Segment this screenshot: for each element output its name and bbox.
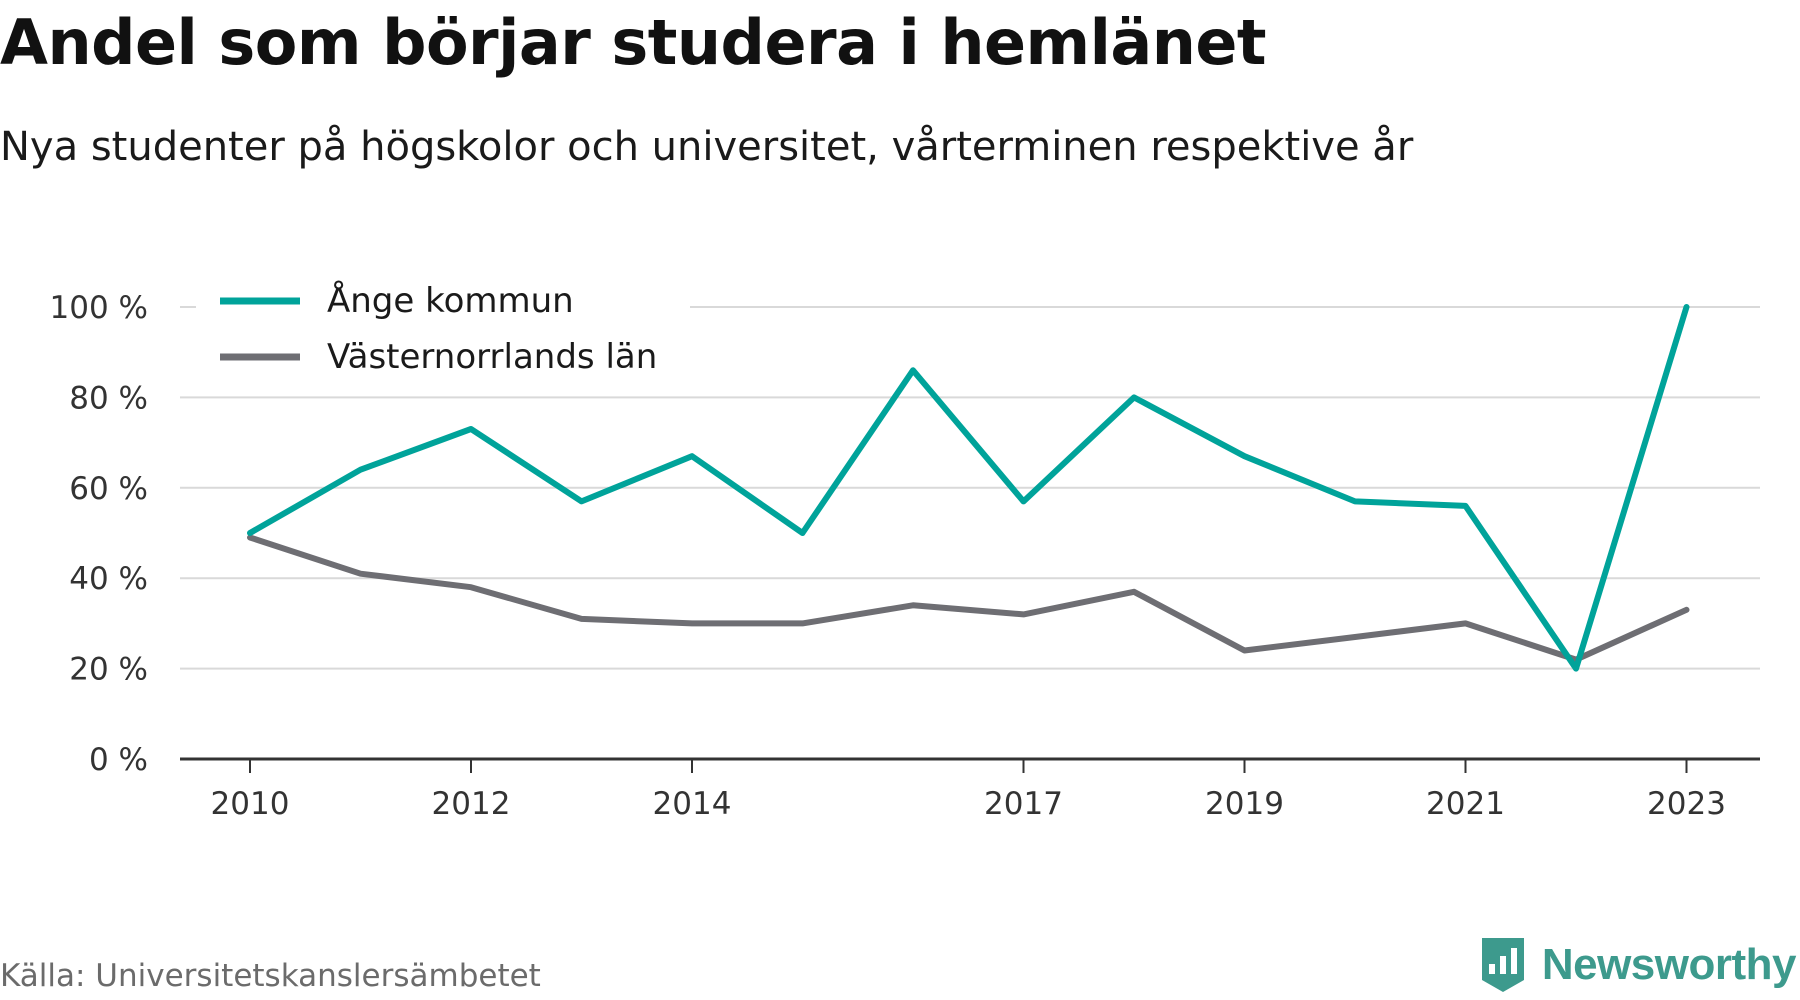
source-note: Källa: Universitetskanslersämbetet (0, 958, 541, 994)
y-tick-label: 80 % (69, 380, 148, 416)
x-tick-label: 2021 (1426, 786, 1505, 822)
x-tick-label: 2014 (653, 786, 732, 822)
y-tick-label: 20 % (69, 652, 148, 688)
series-lines (247, 304, 1690, 672)
legend: Ånge kommun Västernorrlands län (196, 262, 690, 390)
y-axis-tick-labels: 0 % 20 % 40 % 60 % 80 % 100 % (50, 290, 148, 778)
newsworthy-logo-icon (1481, 938, 1524, 992)
x-tick-label: 2023 (1647, 786, 1726, 822)
legend-background (196, 262, 690, 390)
x-tick-label: 2019 (1205, 786, 1284, 822)
x-tick-label: 2012 (432, 786, 511, 822)
series-line-vasternorrlands-lan (247, 534, 1690, 663)
series-line-ange-kommun (247, 304, 1690, 672)
x-tick-label: 2010 (211, 786, 290, 822)
line-chart: 0 %20 %40 %60 %80 %100 % 2010 2012 2014 201… (49, 262, 1760, 822)
x-tick-label: 2017 (984, 786, 1063, 822)
legend-label: Ånge kommun (327, 280, 574, 321)
brand-logo: Newsworthy (1478, 936, 1797, 994)
y-tick-label: 0 % (89, 742, 148, 778)
brand-name: Newsworthy (1541, 940, 1797, 989)
y-tick-label: 60 % (69, 471, 148, 507)
y-tick-label: 100 % (50, 290, 148, 326)
y-tick-label: 40 % (69, 561, 148, 597)
chart-title: Andel som börjar studera i hemlänet (0, 6, 1267, 79)
x-axis: 2010 2012 2014 2017 2019 2021 2023 (180, 757, 1760, 822)
legend-label: Västernorrlands län (327, 337, 657, 377)
chart-subtitle: Nya studenter på högskolor och universit… (0, 124, 1414, 170)
